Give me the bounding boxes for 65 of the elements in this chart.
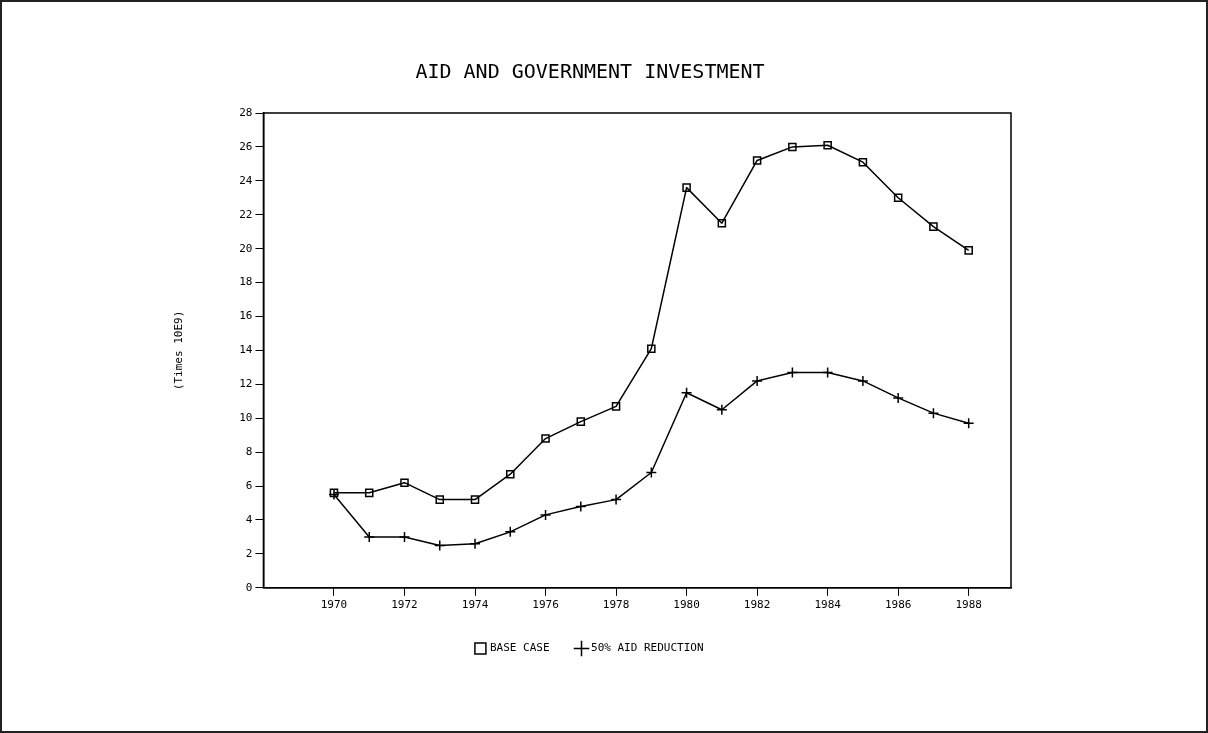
point	[364, 488, 374, 498]
x-tick-label: 1980	[673, 598, 700, 612]
point	[788, 142, 797, 152]
point	[398, 531, 411, 543]
point	[539, 509, 552, 521]
point	[469, 537, 481, 550]
point	[786, 366, 799, 379]
x-tick-label: 1978	[602, 598, 630, 612]
y-tick-label: 14	[239, 343, 253, 357]
point	[645, 466, 658, 479]
point	[892, 392, 904, 404]
y-tick-label: 22	[239, 207, 253, 221]
x-tick-label: 1976	[532, 598, 559, 612]
point	[504, 526, 517, 538]
y-tick-label: 4	[245, 512, 253, 526]
y-tick-label: 16	[239, 309, 253, 323]
point	[611, 402, 621, 411]
y-tick-label: 18	[239, 275, 253, 289]
y-tick-label: 10	[239, 411, 253, 425]
x-tick-label: 1982	[743, 598, 771, 612]
point	[575, 500, 587, 513]
point	[434, 539, 446, 552]
y-tick-label: 6	[245, 478, 253, 492]
x-tick-label: 1986	[884, 598, 912, 612]
y-tick-label: 12	[239, 377, 253, 391]
x-tick-label: 1984	[814, 598, 842, 612]
chart-title: AID AND GOVERNMENT INVESTMENT	[415, 59, 765, 84]
point	[682, 183, 691, 192]
point	[752, 156, 762, 165]
point	[470, 495, 480, 504]
point	[541, 434, 550, 443]
point	[858, 157, 868, 167]
point	[962, 417, 975, 430]
y-tick-label: 2	[245, 546, 253, 560]
point	[821, 366, 834, 379]
point	[717, 218, 727, 228]
point	[400, 478, 409, 487]
y-tick-label: 24	[239, 173, 253, 187]
point	[857, 375, 869, 387]
point	[610, 493, 622, 506]
x-tick-label: 1988	[955, 598, 982, 612]
y-tick-label: 0	[245, 580, 253, 594]
point	[576, 417, 586, 426]
point	[435, 495, 445, 504]
legend-label: 50% AID REDUCTION	[591, 641, 704, 655]
x-tick-label: 1970	[320, 598, 348, 612]
y-tick-label: 8	[245, 445, 253, 458]
x-tick-label: 1974	[461, 598, 489, 612]
point	[927, 407, 940, 419]
y-axis-title: (Times 10E9)	[172, 310, 186, 391]
y-tick-label: 20	[239, 241, 253, 255]
x-tick-label: 1972	[391, 598, 418, 612]
point	[716, 404, 728, 416]
point	[680, 387, 693, 399]
legend-label: BASE CASE	[489, 641, 550, 655]
point	[964, 246, 973, 255]
point	[823, 140, 832, 150]
y-tick-label: 28	[239, 105, 253, 119]
point	[505, 469, 515, 479]
point	[751, 375, 763, 387]
y-tick-label: 26	[239, 139, 253, 153]
point	[647, 344, 656, 353]
point	[893, 193, 903, 203]
point	[929, 222, 938, 231]
point	[363, 531, 375, 543]
